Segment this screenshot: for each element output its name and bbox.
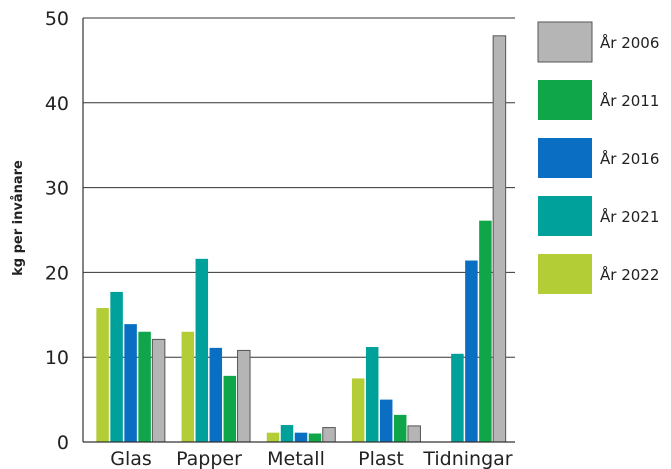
legend-label: År 2006 [600,33,659,52]
bar [479,220,492,442]
x-category-label: Plast [358,448,404,469]
y-tick-label: 0 [57,432,69,454]
bar [195,258,209,442]
gridlines [83,17,515,358]
bar [451,353,464,442]
y-axis-label: kg per invånare [11,160,26,276]
x-category-label: Tidningar [422,448,512,469]
x-axis-categories: Glas Papper Metall Plast Tidningar [110,448,513,469]
bar [96,308,109,442]
bar [365,347,379,442]
legend-label: År 2016 [600,149,659,168]
bar [351,378,365,442]
y-tick-label: 50 [45,8,69,30]
bar [266,432,280,442]
legend-swatch [538,138,592,178]
bar [492,35,507,443]
legend-label: År 2011 [600,91,659,110]
bar [294,432,308,442]
bar [124,324,137,442]
bar [393,414,407,442]
bar [138,331,151,442]
bar [465,260,478,442]
y-tick-label: 30 [45,178,69,200]
y-tick-label: 10 [45,347,69,369]
legend-label: År 2022 [600,265,659,284]
bar [407,425,421,443]
bar [181,331,195,442]
bar [379,399,393,442]
legend: År 2006 År 2011 År 2016 År 2021 År 2022 [537,21,659,294]
legend-swatch [538,80,592,120]
legend-swatch [538,254,592,294]
bar [237,349,251,443]
bar [151,338,166,443]
bar [322,427,336,443]
legend-swatch [538,196,592,236]
bar [223,375,237,442]
y-tick-label: 20 [45,262,69,284]
axes [82,18,515,443]
bar [308,433,322,442]
bars [96,35,507,443]
y-axis-ticks: 0 10 20 30 40 50 [45,8,69,454]
bar [209,347,223,442]
y-tick-label: 40 [45,93,69,115]
bar [110,291,123,442]
legend-swatch [537,21,593,63]
x-category-label: Metall [267,448,325,469]
x-category-label: Glas [110,448,152,469]
legend-label: År 2021 [600,207,659,226]
x-category-label: Papper [176,448,242,469]
bar [280,425,294,442]
